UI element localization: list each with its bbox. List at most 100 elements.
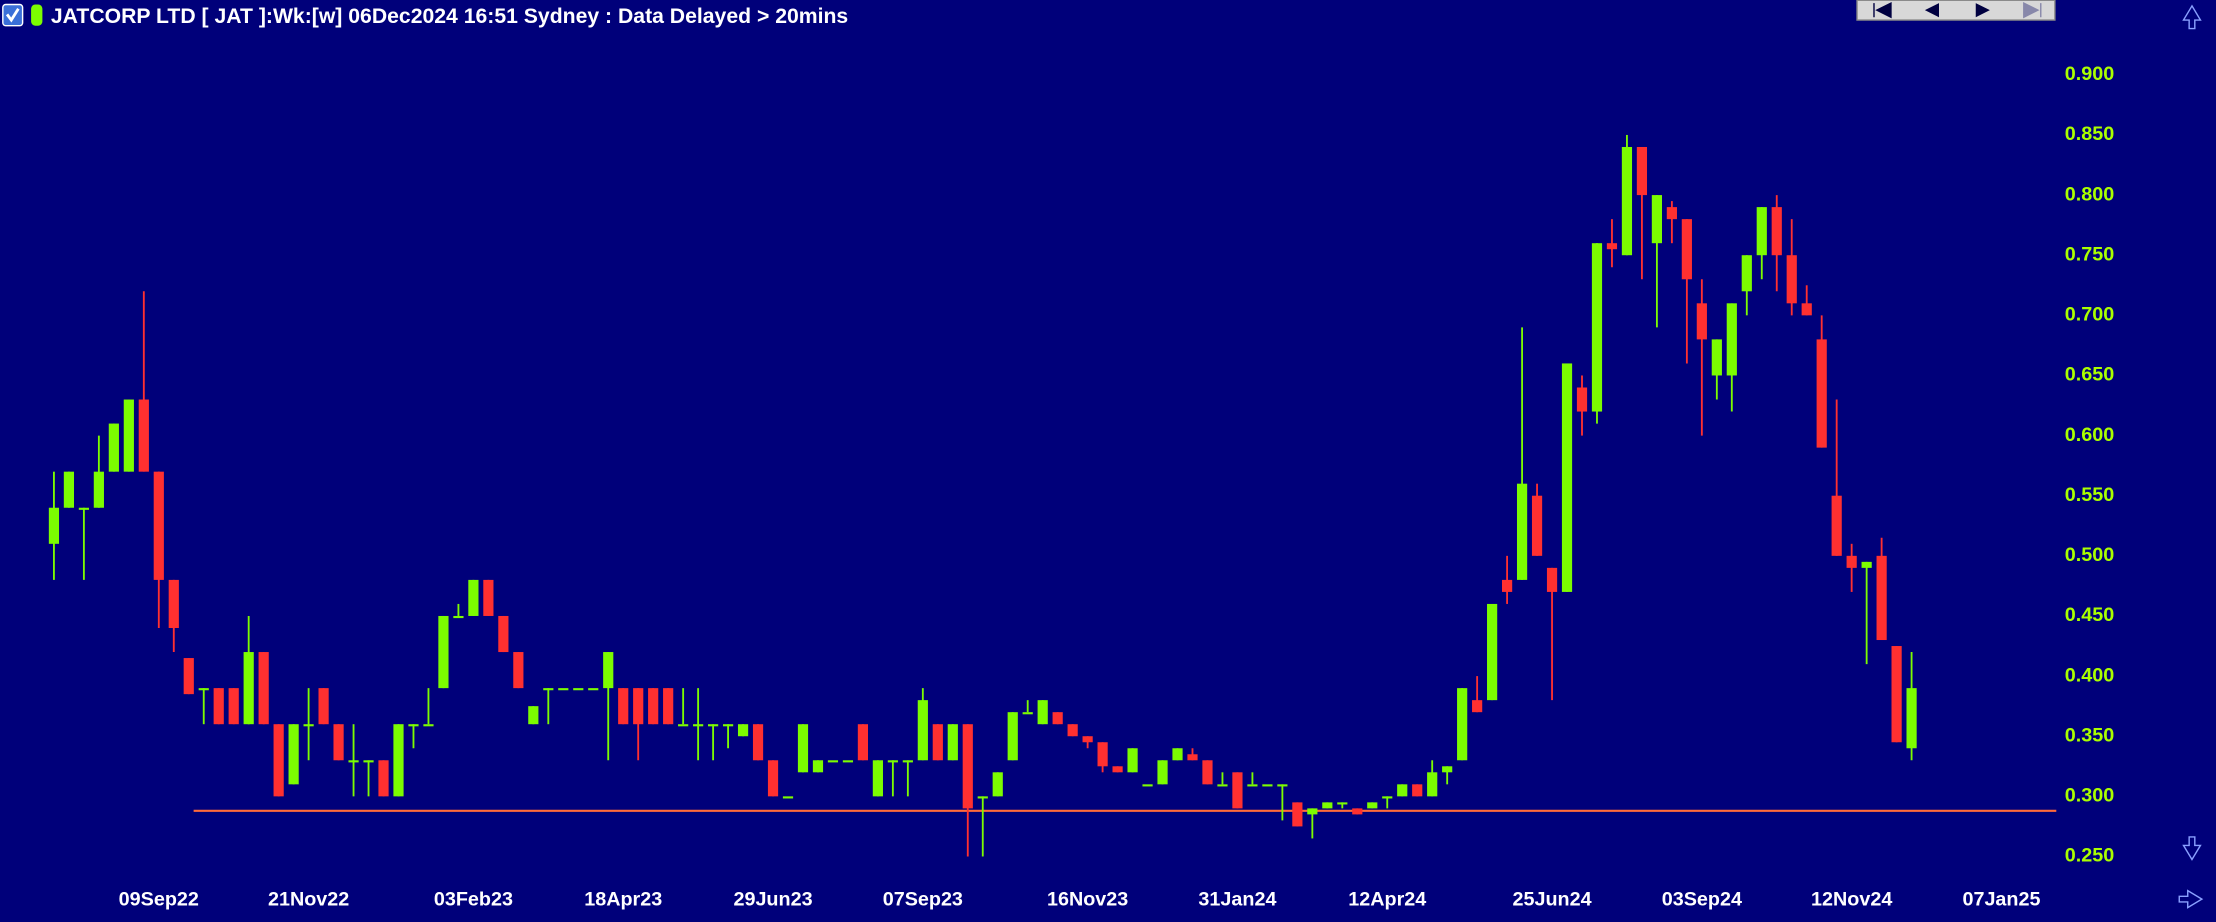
candle-body (1217, 784, 1228, 787)
candle-body (183, 658, 194, 695)
candle-body (1831, 495, 1842, 556)
candle-body (1786, 255, 1797, 304)
y-tick-label: 0.250 (2065, 845, 2114, 867)
x-tick-label: 25Jun24 (1512, 889, 1591, 911)
nav-first[interactable] (1873, 1, 1892, 19)
candle-body (782, 796, 794, 799)
candle-body (663, 688, 674, 725)
candle-body (1487, 603, 1498, 701)
x-tick-label: 12Apr24 (1348, 889, 1426, 911)
candle-body (1097, 742, 1108, 767)
candle-body (483, 579, 494, 616)
x-tick-label: 21Nov22 (268, 889, 349, 911)
x-tick-label: 03Sep24 (1662, 889, 1742, 911)
candle-body (872, 760, 883, 797)
candle-body (348, 760, 359, 763)
candle-body (423, 724, 434, 727)
candle-body (767, 760, 779, 797)
y-tick-label: 0.550 (2065, 484, 2114, 506)
candle-body (1621, 146, 1633, 256)
candle-body (1232, 772, 1243, 809)
candle-body (1801, 303, 1812, 316)
candle-body (1292, 802, 1303, 827)
candle-body (228, 688, 239, 725)
candle-body (543, 688, 554, 691)
candle-body (318, 688, 329, 725)
candle-body (333, 724, 344, 761)
candle-body (1307, 808, 1318, 815)
candle-body (288, 724, 299, 785)
y-tick-label: 0.800 (2065, 183, 2114, 205)
candle-body (243, 652, 254, 725)
nav-last[interactable] (2023, 1, 2042, 19)
candle-body (1756, 207, 1767, 256)
candle-body (438, 615, 449, 689)
candle-body (678, 724, 689, 727)
candle-body (1442, 766, 1453, 773)
checkbox[interactable] (2, 3, 24, 27)
candle-body (1636, 146, 1648, 196)
candle-body (618, 688, 629, 725)
candle-body (1187, 754, 1198, 761)
candle-body (573, 688, 584, 691)
y-tick-label: 0.700 (2065, 304, 2114, 326)
candle-body (1022, 712, 1033, 715)
candle-body (1427, 772, 1438, 797)
scroll-up[interactable] (2182, 4, 2202, 30)
y-tick-label: 0.900 (2065, 63, 2114, 85)
candle-body (468, 579, 479, 616)
candle-body (1681, 219, 1692, 280)
y-tick-label: 0.450 (2065, 604, 2114, 626)
candle-body (1606, 243, 1618, 250)
candle-body (498, 615, 509, 653)
candle-body (1127, 748, 1138, 773)
candle-body (1352, 808, 1363, 815)
nav-prev[interactable] (1924, 3, 1939, 18)
candle-body (1067, 724, 1078, 737)
candle-body (93, 471, 104, 508)
candle-body (1337, 802, 1348, 805)
candle-body (1457, 688, 1468, 761)
candle-body (722, 724, 734, 727)
scroll-right[interactable] (2178, 889, 2204, 909)
candle-body (1711, 339, 1722, 376)
candle-body (1516, 483, 1528, 580)
candle-body (1277, 784, 1288, 787)
nav-bar (1856, 0, 2056, 21)
candle-body (78, 507, 89, 510)
candle-body (1142, 784, 1153, 787)
candle-body (1726, 303, 1737, 376)
y-tick-label: 0.650 (2065, 364, 2114, 386)
candle-body (1666, 207, 1677, 220)
candle-body (1247, 784, 1258, 787)
candle-body (1741, 255, 1752, 292)
candle-body (992, 772, 1003, 797)
candle-body (1561, 363, 1573, 592)
candle-body (932, 724, 943, 761)
x-tick-label: 18Apr23 (584, 889, 662, 911)
candle-body (1771, 207, 1782, 256)
candle-body (1546, 567, 1558, 592)
candle-body (1531, 495, 1543, 556)
x-tick-label: 16Nov23 (1047, 889, 1128, 911)
candle-body (1861, 561, 1872, 568)
candle-body (1412, 784, 1423, 797)
candle-body (1082, 736, 1093, 743)
candle-body (1367, 802, 1378, 809)
candle-body (1382, 796, 1393, 799)
nav-next[interactable] (1975, 3, 1990, 18)
scroll-down[interactable] (2182, 836, 2202, 861)
candle-body (857, 724, 869, 761)
y-tick-label: 0.500 (2065, 544, 2114, 566)
candle-body (48, 507, 60, 544)
candle-body (902, 760, 913, 763)
candle-body (887, 760, 898, 763)
x-tick-label: 07Jan25 (1962, 889, 2040, 911)
candle-body (812, 760, 824, 773)
candle-body (1502, 579, 1513, 592)
series-swatch (31, 4, 43, 26)
candle-body (752, 724, 764, 761)
candle-body (797, 724, 809, 773)
